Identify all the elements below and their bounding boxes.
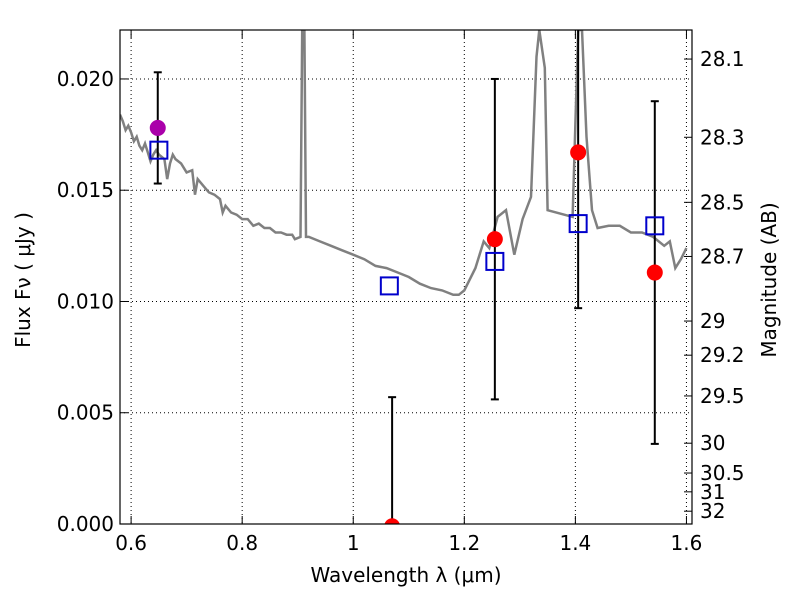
model-spectrum-line	[120, 30, 688, 297]
magnitude-tick-label: 30	[700, 431, 725, 455]
model-band-marker	[485, 251, 505, 271]
magnitude-tick-label: 28.3	[700, 125, 745, 149]
y-tick-label: 0.005	[57, 401, 114, 425]
magnitude-tick-label: 28.1	[700, 47, 745, 71]
magnitude-tick-label: 29	[700, 309, 725, 333]
y-tick-label: 0.015	[57, 178, 114, 202]
model-band-marker	[645, 216, 665, 236]
x-tick-label: 1.6	[671, 531, 703, 555]
y-tick-label: 0.010	[57, 289, 114, 313]
model-layer	[120, 30, 688, 297]
observed-flux-point	[570, 144, 587, 161]
observed-flux-point	[149, 119, 166, 136]
y-axis-label: Flux Fν ( μJy )	[11, 212, 35, 348]
magnitude-tick-label: 30.5	[700, 461, 745, 485]
marker-layer	[149, 119, 665, 524]
x-axis-label: Wavelength λ (μm)	[310, 563, 501, 587]
magnitude-tick-label: 28.7	[700, 244, 745, 268]
x-tick-label: 1.2	[448, 531, 480, 555]
magnitude-axis-label: Magnitude (AB)	[757, 202, 781, 357]
x-tick-label: 0.8	[226, 531, 258, 555]
plot-frame	[119, 29, 693, 525]
x-tick-label: 1	[347, 531, 360, 555]
magnitude-tick-label: 29.5	[700, 384, 745, 408]
x-tick-label: 1.4	[559, 531, 591, 555]
magnitude-tick-label: 32	[700, 499, 725, 523]
observed-flux-point	[486, 231, 503, 248]
x-tick-label: 0.6	[115, 531, 147, 555]
observed-flux-point	[646, 264, 663, 281]
magnitude-tick-label: 28.5	[700, 190, 745, 214]
model-band-marker	[568, 214, 588, 234]
observed-flux-point	[384, 518, 400, 524]
model-band-marker	[379, 276, 399, 296]
y-tick-label: 0.000	[57, 512, 114, 536]
y-tick-label: 0.020	[57, 67, 114, 91]
magnitude-tick-label: 31	[700, 480, 725, 504]
tick-layer: 0.6 0.8 1 1.2 1.4 1.6 0.000 0.005 0.010 0.015 0.02…	[57, 30, 745, 555]
model-band-marker	[149, 140, 169, 160]
magnitude-tick-label: 29.2	[700, 343, 745, 367]
